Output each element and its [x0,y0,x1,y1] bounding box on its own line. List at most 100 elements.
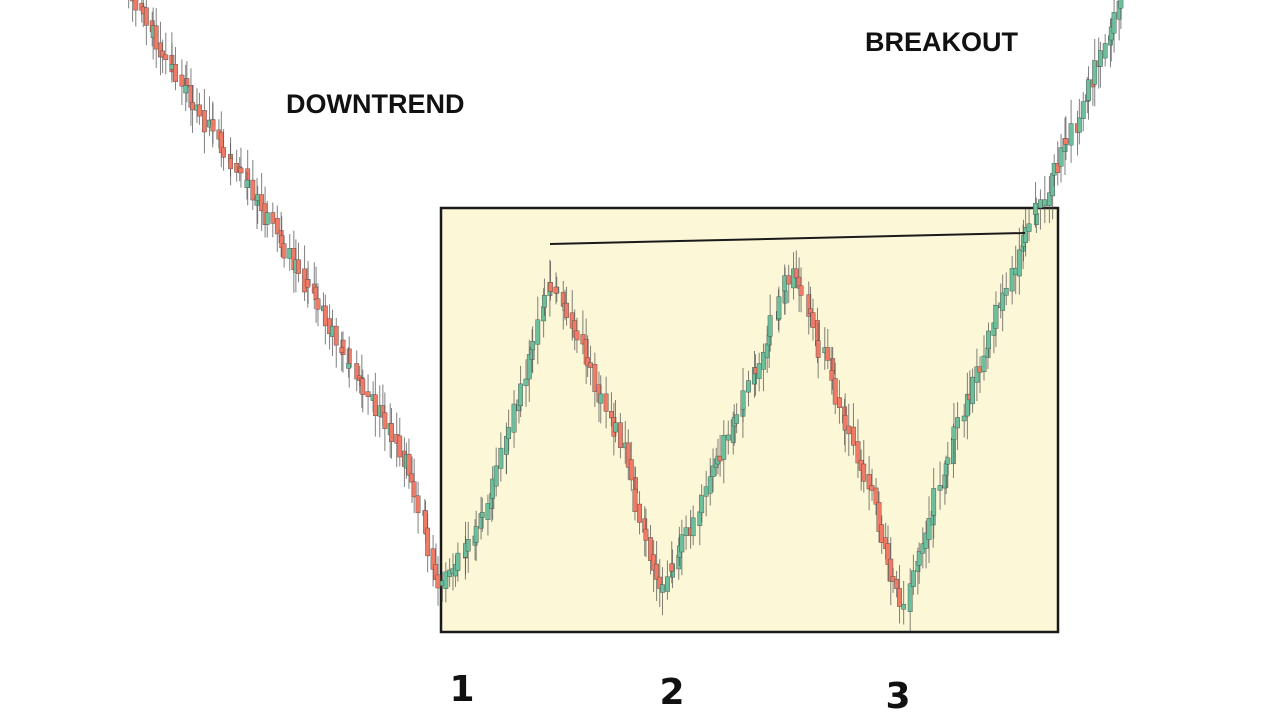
breakout-label: BREAKOUT [865,27,1019,57]
bearish-candle [648,537,653,561]
bearish-candle [879,524,885,543]
bullish-candle [734,414,740,424]
bullish-candle [679,534,685,553]
bullish-candle [945,457,951,465]
bearish-candle [259,194,265,212]
bearish-candle [322,305,328,327]
bearish-candle [894,578,900,589]
bullish-candle [1086,79,1091,101]
bullish-candle [264,212,270,225]
bearish-candle [628,459,634,481]
bullish-candle [1003,288,1009,296]
bullish-candle [183,85,189,94]
bearish-candle [651,554,657,571]
bullish-candle [541,306,547,322]
bullish-candle [974,366,980,383]
bearish-candle [876,502,882,532]
bearish-candle [339,347,345,353]
bullish-candle [1000,292,1006,311]
bearish-candle [143,7,149,26]
bullish-candle [1009,268,1015,292]
bullish-candle [1111,12,1117,34]
bullish-candle [1033,203,1038,215]
bullish-candle [287,248,293,259]
bullish-candle [1058,147,1064,167]
bearish-candle [173,64,178,82]
bearish-candle [810,312,816,328]
bearish-candle [588,362,593,368]
bullish-candle [923,532,929,549]
bearish-candle [130,0,135,2]
bearish-candle [340,339,346,355]
bullish-candle [1076,117,1082,133]
bullish-candle [683,527,689,536]
resistance-line [549,232,1026,245]
bearish-candle [372,394,378,416]
bearish-candle [869,485,875,491]
bullish-candle [986,330,991,350]
bullish-candle [473,526,479,543]
bearish-candle [603,393,609,412]
bearish-candle [221,147,226,158]
bearish-candle [669,563,675,572]
bullish-candle [951,426,957,440]
bearish-candle [315,298,321,310]
bearish-candle [389,423,394,442]
bullish-candle [955,417,960,429]
bullish-candle [613,422,618,433]
bullish-candle [511,403,517,433]
bearish-candle [296,259,301,274]
bullish-candle [993,305,999,329]
bearish-candle [553,286,559,294]
bearish-candle [430,548,436,570]
bearish-candle [837,397,842,408]
bullish-candle [916,551,922,566]
bullish-candle [761,351,766,370]
bullish-candle [782,275,788,292]
bullish-candle [1102,43,1108,59]
bullish-candle [746,380,751,393]
bearish-candle [163,54,169,61]
bullish-candle [598,393,604,404]
downtrend-label: DOWNTREND [286,89,464,119]
bearish-candle [592,364,598,392]
bearish-candle [798,285,804,296]
bearish-candle [274,218,280,235]
bearish-candle [815,340,821,358]
bullish-candle [710,465,716,477]
bearish-candle [238,167,244,174]
bullish-candle [485,503,491,520]
bearish-candle [228,158,233,170]
bullish-candle [907,583,913,612]
bullish-candle [985,347,991,358]
bullish-candle [791,268,796,289]
bullish-candle [961,415,967,422]
bearish-candle [397,435,403,458]
bottom-label-1: 1 [449,669,474,710]
bearish-candle [281,243,287,259]
bearish-candle [1055,163,1061,173]
bearish-candle [548,282,553,292]
bullish-candle [707,476,713,494]
bearish-candle [829,370,835,381]
bullish-candle [455,552,461,571]
bearish-candle [406,453,412,476]
bearish-candle [564,302,569,318]
bullish-candle [530,341,536,351]
bullish-candle [479,512,485,518]
bullish-candle [542,295,547,308]
bullish-candle [721,435,727,460]
bullish-candle [490,478,496,499]
bearish-candle [197,104,202,117]
bearish-candle [897,588,902,607]
bullish-candle [776,296,782,320]
bearish-candle [890,576,896,582]
bullish-candle [1042,199,1048,207]
bullish-candle [506,427,512,440]
bearish-candle [411,481,417,498]
bullish-candle [931,488,937,516]
bullish-candle [660,584,665,593]
bearish-candle [354,363,360,380]
bullish-candle [518,383,523,407]
bearish-candle [832,378,838,405]
